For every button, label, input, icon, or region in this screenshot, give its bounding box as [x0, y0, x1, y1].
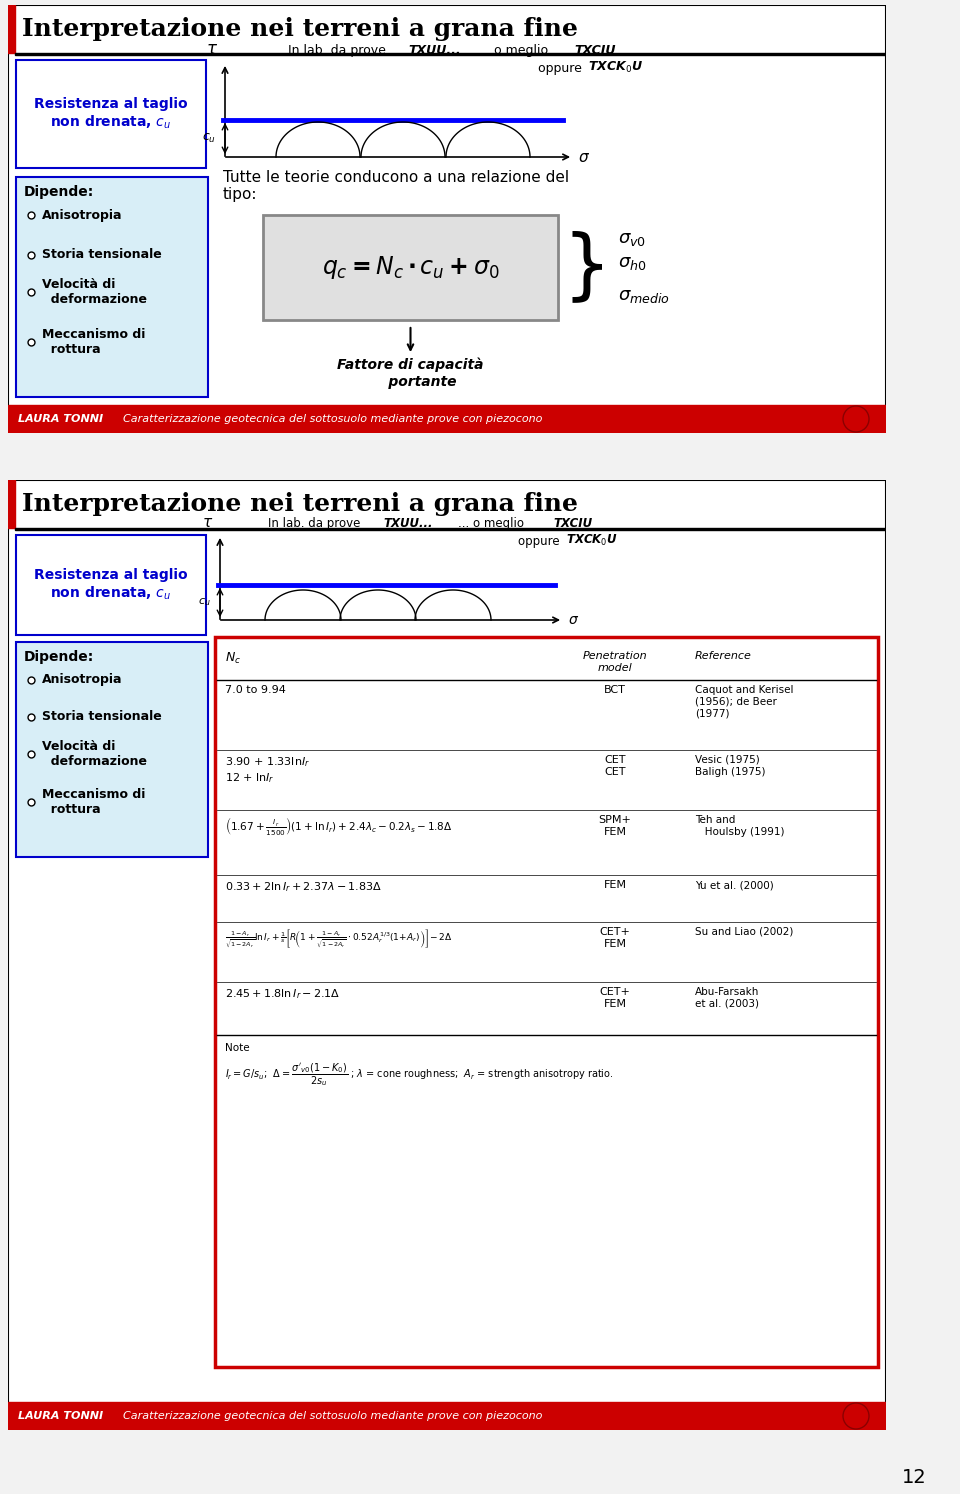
Text: $\sigma_{medio}$: $\sigma_{medio}$	[618, 287, 670, 305]
Text: $\left(1.67 + \frac{I_r}{1500}\right)(1 + \ln I_r) + 2.4\lambda_c - 0.2\lambda_s: $\left(1.67 + \frac{I_r}{1500}\right)(1 …	[225, 816, 452, 837]
Bar	[16, 535, 206, 635]
Text: Storia tensionale: Storia tensionale	[42, 711, 161, 723]
Text: ... o meglio: ... o meglio	[458, 517, 528, 530]
Text: CET+
FEM: CET+ FEM	[600, 926, 631, 949]
Text: In lab. da prove: In lab. da prove	[288, 43, 390, 57]
Text: TXCK$_0$U: TXCK$_0$U	[588, 60, 643, 75]
Text: $\sigma_{h0}$: $\sigma_{h0}$	[618, 254, 647, 272]
Text: Interpretazione nei terreni a grana fine: Interpretazione nei terreni a grana fine	[22, 16, 578, 40]
Text: TXCIU: TXCIU	[553, 517, 592, 530]
Bar	[15, 52, 886, 55]
Text: Reference: Reference	[695, 651, 752, 660]
Bar	[8, 4, 15, 52]
Text: TXCK$_0$U: TXCK$_0$U	[566, 533, 618, 548]
Text: Resistenza al taglio
non drenata, $c_u$: Resistenza al taglio non drenata, $c_u$	[35, 97, 188, 131]
Bar	[8, 1401, 886, 1430]
Text: Yu et al. (2000): Yu et al. (2000)	[695, 880, 774, 890]
Text: $\frac{1-A_r}{\sqrt{1-2A_r}}\ln I_r + \frac{1}{s}\left[R\!\left(1 + \frac{1-A_r}: $\frac{1-A_r}{\sqrt{1-2A_r}}\ln I_r + \f…	[225, 926, 452, 950]
Bar	[263, 215, 558, 320]
Text: Interpretazione nei terreni a grana fine: Interpretazione nei terreni a grana fine	[22, 492, 578, 515]
Text: Vesic (1975)
Baligh (1975): Vesic (1975) Baligh (1975)	[695, 754, 765, 777]
Text: In lab. da prove: In lab. da prove	[268, 517, 364, 530]
Text: Meccanismo di
  rottura: Meccanismo di rottura	[42, 787, 145, 816]
Text: $\sigma$: $\sigma$	[578, 149, 590, 164]
Text: 3.90 + 1.33ln$I_r$
12 + ln$I_r$: 3.90 + 1.33ln$I_r$ 12 + ln$I_r$	[225, 754, 310, 784]
Text: LAURA TONNI: LAURA TONNI	[18, 1410, 103, 1421]
Text: CET+
FEM: CET+ FEM	[600, 988, 631, 1008]
Text: Anisotropia: Anisotropia	[42, 674, 123, 687]
Text: Anisotropia: Anisotropia	[42, 209, 123, 221]
Text: }: }	[563, 230, 612, 305]
Text: Tutte le teorie conducono a una relazione del
tipo:: Tutte le teorie conducono a una relazion…	[223, 170, 569, 202]
Text: Dipende:: Dipende:	[24, 185, 94, 199]
Text: $0.33 + 2\ln I_r + 2.37\lambda - 1.83\Delta$: $0.33 + 2\ln I_r + 2.37\lambda - 1.83\De…	[225, 880, 382, 893]
Text: ... o meglio: ... o meglio	[478, 43, 552, 57]
Bar	[16, 176, 208, 397]
Text: Storia tensionale: Storia tensionale	[42, 248, 161, 261]
Text: Velocità di
  deformazione: Velocità di deformazione	[42, 740, 147, 768]
Text: Fattore di capacità
     portante: Fattore di capacità portante	[337, 359, 484, 388]
Text: FEM: FEM	[604, 880, 627, 890]
Text: $c_u$: $c_u$	[199, 596, 211, 608]
Text: $I_r = G/s_u$;  $\Delta = \dfrac{\sigma'_{v0}(1-K_0)}{2s_u}$ ; $\lambda$ = cone : $I_r = G/s_u$; $\Delta = \dfrac{\sigma'_…	[225, 1061, 613, 1088]
Text: $\sigma$: $\sigma$	[568, 613, 579, 627]
Text: oppure: oppure	[518, 535, 564, 548]
Text: Abu-Farsakh
et al. (2003): Abu-Farsakh et al. (2003)	[695, 988, 759, 1008]
Text: BCT: BCT	[604, 686, 626, 695]
Text: Penetration
model: Penetration model	[583, 651, 647, 672]
Bar	[16, 642, 208, 858]
Text: Caquot and Kerisel
(1956); de Beer
(1977): Caquot and Kerisel (1956); de Beer (1977…	[695, 686, 794, 719]
Text: LAURA TONNI: LAURA TONNI	[18, 414, 103, 424]
Text: $N_c$: $N_c$	[225, 651, 241, 666]
Circle shape	[843, 1403, 869, 1428]
Text: $2.45 + 1.8\ln I_r - 2.1\Delta$: $2.45 + 1.8\ln I_r - 2.1\Delta$	[225, 988, 341, 1001]
Text: SPM+
FEM: SPM+ FEM	[599, 816, 632, 837]
Text: 7.0 to 9.94: 7.0 to 9.94	[225, 686, 286, 695]
Text: Dipende:: Dipende:	[24, 650, 94, 663]
Bar	[8, 405, 886, 433]
Text: $\boldsymbol{q_c = N_c \cdot c_u + \sigma_0}$: $\boldsymbol{q_c = N_c \cdot c_u + \sigm…	[322, 254, 499, 281]
Text: Su and Liao (2002): Su and Liao (2002)	[695, 926, 793, 937]
Text: TXUU...: TXUU...	[383, 517, 433, 530]
Text: Velocità di
  deformazione: Velocità di deformazione	[42, 278, 147, 306]
Text: CET
CET: CET CET	[604, 754, 626, 777]
Text: Caratterizzazione geotecnica del sottosuolo mediante prove con piezocono: Caratterizzazione geotecnica del sottosu…	[123, 1410, 542, 1421]
Bar	[8, 480, 15, 527]
Text: TXUU...: TXUU...	[408, 43, 461, 57]
Text: Teh and
   Houlsby (1991): Teh and Houlsby (1991)	[695, 816, 784, 837]
Circle shape	[843, 406, 869, 432]
Text: 12: 12	[901, 1467, 926, 1487]
Text: Caratterizzazione geotecnica del sottosuolo mediante prove con piezocono: Caratterizzazione geotecnica del sottosu…	[123, 414, 542, 424]
Text: oppure: oppure	[538, 61, 586, 75]
Text: Meccanismo di
  rottura: Meccanismo di rottura	[42, 329, 145, 356]
Text: Note: Note	[225, 1043, 250, 1053]
Text: $\tau$: $\tau$	[202, 515, 213, 530]
Bar	[215, 636, 878, 1367]
Text: TXCIU: TXCIU	[574, 43, 615, 57]
Bar	[15, 527, 886, 530]
Text: Resistenza al taglio
non drenata, $c_u$: Resistenza al taglio non drenata, $c_u$	[35, 568, 188, 602]
Bar	[16, 60, 206, 167]
Text: $\tau$: $\tau$	[206, 40, 218, 58]
Text: $c_u$: $c_u$	[202, 131, 216, 145]
Text: $\sigma_{v0}$: $\sigma_{v0}$	[618, 230, 646, 248]
